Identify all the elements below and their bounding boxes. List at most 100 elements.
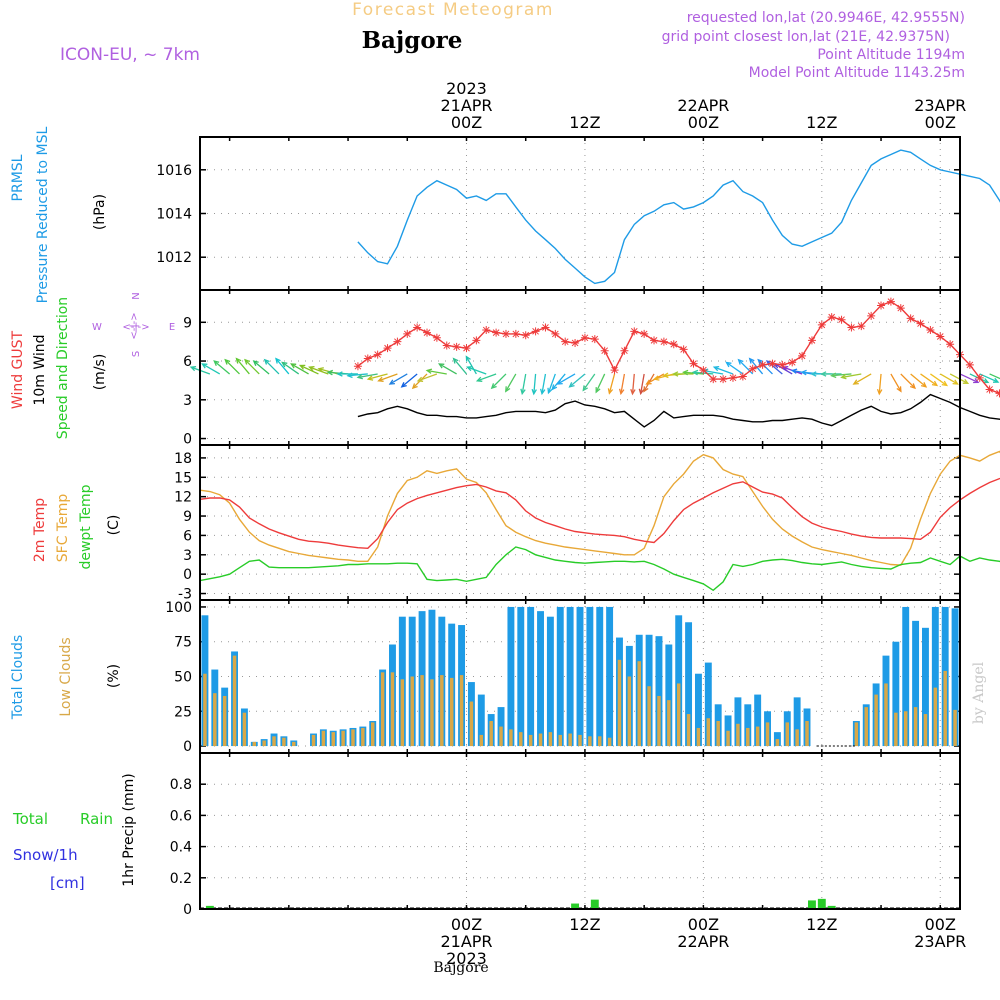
total-cloud-bar	[754, 694, 762, 747]
low-cloud-bar	[943, 670, 947, 747]
low-cloud-bar	[588, 736, 592, 747]
wind-direction-arrowhead	[235, 357, 242, 364]
wind-gust-marker	[403, 329, 412, 338]
low-cloud-bar	[390, 672, 395, 747]
wind-direction-arrow	[281, 361, 300, 375]
low-cloud-bar	[262, 740, 266, 747]
wind-direction-arrow	[841, 373, 862, 379]
wind-gust-marker	[590, 335, 599, 344]
wind-gust-marker	[561, 337, 570, 346]
wind-direction-arrowhead	[252, 360, 259, 366]
low-cloud-bar	[509, 729, 513, 747]
wind-direction-arrowhead	[452, 357, 459, 364]
wind-direction-arrow	[264, 359, 280, 375]
wind-direction-arrowhead	[725, 361, 732, 368]
y-tick-label: -3	[178, 587, 192, 603]
wind-direction-arrowhead	[531, 388, 537, 396]
low-cloud-bar	[568, 733, 572, 747]
wind-gust-marker	[926, 326, 935, 335]
low-cloud-bar	[282, 737, 286, 747]
wind-direction-arrowhead	[638, 388, 645, 396]
low-cloud-bar	[203, 673, 207, 747]
low-cloud-bar	[578, 734, 582, 747]
y-tick-label: 1016	[156, 163, 192, 179]
bottom-time-label: 00Z	[451, 915, 482, 934]
low-cloud-bar	[667, 700, 671, 747]
wind-direction-arrow	[900, 373, 916, 389]
wind-direction-arrowhead	[748, 357, 755, 364]
low-cloud-bar	[795, 729, 799, 747]
wind-direction-arrowhead	[607, 388, 614, 395]
low-cloud-bar	[716, 721, 720, 747]
low-cloud-bar	[953, 709, 957, 747]
low-cloud-bar	[272, 736, 276, 747]
wind-direction-arrow	[890, 373, 902, 392]
wind-direction-arrowhead	[781, 365, 789, 372]
low-cloud-bar	[410, 676, 414, 747]
pressure-unit: (hPa)	[92, 194, 108, 230]
wind-gust-marker	[452, 342, 461, 351]
wind-gust-marker	[758, 360, 767, 369]
model-altitude: Model Point Altitude 1143.25m	[749, 65, 965, 81]
low-cloud-bar	[933, 687, 938, 747]
wind-direction-arrow	[491, 373, 507, 389]
wind-gust-marker	[709, 375, 718, 384]
wind-direction-arrow	[235, 358, 250, 375]
wind-gust-marker	[965, 360, 974, 369]
bottom-time-label: 12Z	[806, 915, 837, 934]
panel-frame	[199, 752, 961, 910]
footer-location: Bajgore	[433, 960, 488, 976]
low-cloud-bar	[686, 714, 691, 747]
top-time-label: 12Z	[569, 113, 600, 132]
precip-bar	[205, 905, 214, 909]
wind-gust-marker	[995, 389, 1000, 398]
wind-direction-arrowhead	[388, 379, 395, 385]
wind-gust-marker	[669, 340, 678, 349]
wind-direction-arrow	[417, 373, 438, 382]
wind-direction-arrowhead	[810, 371, 817, 377]
wind-direction-arrowhead	[475, 376, 483, 382]
low-cloud-bar	[430, 679, 434, 747]
total-cloud-bar	[704, 662, 712, 747]
low-cloud-bar	[499, 726, 503, 747]
wind-gust-marker	[610, 366, 619, 375]
low-cloud-bar	[440, 675, 444, 747]
y-tick-label: 15	[174, 470, 192, 486]
wind-direction-arrow	[357, 373, 378, 379]
wind-direction-arrow	[640, 373, 645, 394]
wind-direction-arrow	[477, 373, 497, 382]
low-cloud-bar	[884, 683, 888, 747]
wind-direction-arrowhead	[992, 377, 1000, 383]
precip-bar	[571, 903, 580, 909]
wind-gust-marker	[857, 322, 866, 331]
bottom-time-label: 22APR	[677, 932, 729, 951]
wind-direction-arrowhead	[820, 371, 827, 377]
wind-direction-arrow	[467, 366, 487, 375]
low-cloud-bar	[696, 727, 701, 747]
low-cloud-bar	[558, 734, 562, 747]
wind-gust-marker	[630, 327, 639, 336]
wind-direction-arrowhead	[539, 388, 546, 396]
wind-direction-arrow	[959, 373, 979, 383]
low-cloud-bar	[706, 718, 711, 747]
y-tick-label: 1014	[156, 207, 192, 223]
y-tick-label: 25	[174, 704, 192, 720]
wind-direction-arrow	[541, 373, 547, 394]
low-cloud-bar	[331, 732, 335, 747]
wind-unit: (m/s)	[92, 354, 108, 391]
wind-gust-marker	[353, 362, 362, 371]
y-tick-label: 0.4	[170, 840, 192, 856]
wind-direction-arrowhead	[244, 358, 251, 365]
low-cloud-bar	[459, 675, 464, 747]
wind-direction-arrow	[569, 373, 586, 388]
bottom-time-label: 00Z	[925, 915, 956, 934]
top-time-label: 23APR	[914, 96, 966, 115]
wind-direction-arrowhead	[189, 365, 197, 372]
wind-direction-arrow	[253, 360, 270, 375]
bottom-time-label: 21APR	[440, 932, 492, 951]
wind-direction-arrowhead	[400, 382, 407, 388]
precip-bar	[817, 898, 826, 909]
temp-sfc-label: SFC Temp	[55, 494, 71, 563]
wind-direction-arrowhead	[298, 364, 306, 370]
wind-direction-arrowhead	[920, 382, 928, 388]
